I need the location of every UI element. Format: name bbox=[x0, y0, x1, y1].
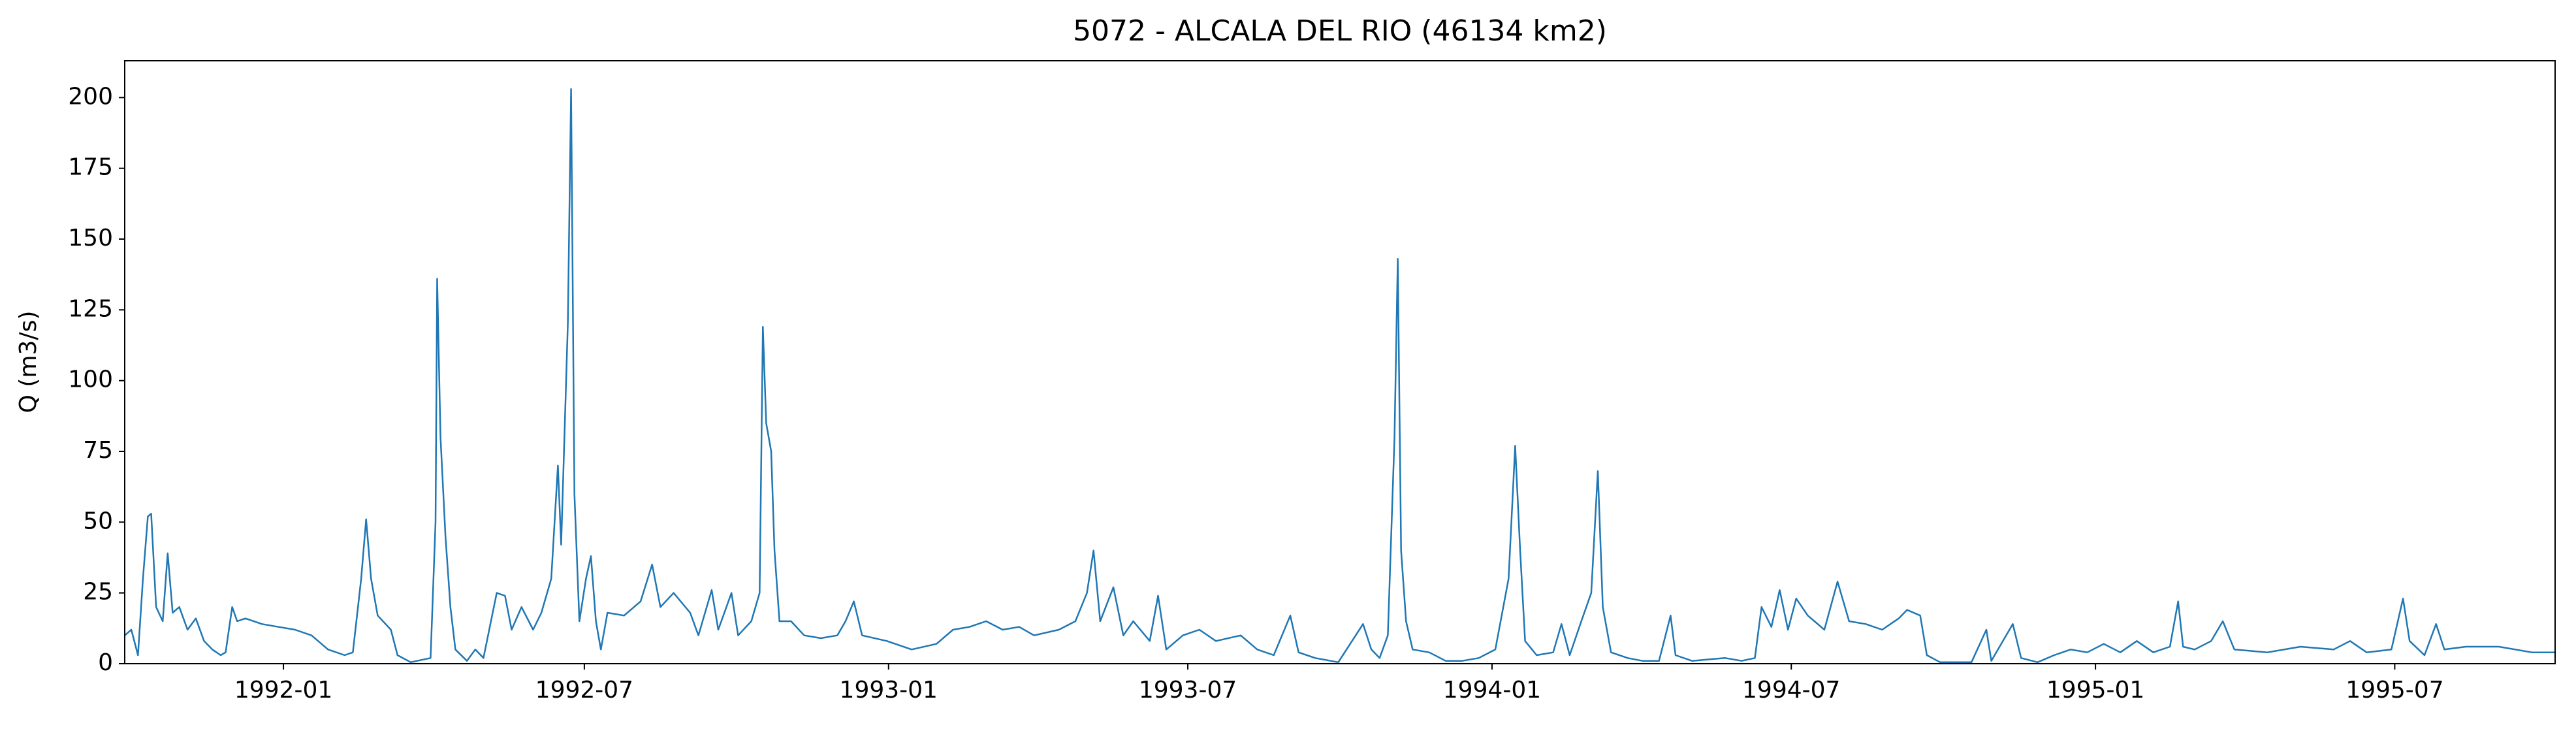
data-line bbox=[124, 88, 2555, 664]
y-axis-label: Q (m3/s) bbox=[15, 311, 42, 413]
chart-title: 5072 - ALCALA DEL RIO (46134 km2) bbox=[1073, 14, 1607, 48]
y-tick-label: 125 bbox=[68, 295, 113, 322]
y-tick-label: 25 bbox=[83, 579, 113, 606]
x-tick-label: 1993-01 bbox=[840, 677, 938, 704]
y-tick-label: 175 bbox=[68, 154, 113, 181]
x-tick-label: 1995-07 bbox=[2345, 677, 2443, 704]
x-tick-label: 1994-07 bbox=[1742, 677, 1840, 704]
y-tick-label: 150 bbox=[68, 225, 113, 251]
x-tick-label: 1992-07 bbox=[535, 677, 633, 704]
x-tick-label: 1995-01 bbox=[2046, 677, 2144, 704]
plot-frame bbox=[124, 60, 2556, 664]
y-tick-label: 100 bbox=[68, 366, 113, 393]
y-tick-label: 200 bbox=[68, 83, 113, 110]
x-tick-label: 1994-01 bbox=[1443, 677, 1541, 704]
x-tick-label: 1992-01 bbox=[234, 677, 332, 704]
x-tick-label: 1993-07 bbox=[1139, 677, 1237, 704]
y-tick-label: 50 bbox=[83, 508, 113, 534]
y-tick-label: 0 bbox=[98, 649, 113, 676]
y-tick-label: 75 bbox=[83, 437, 113, 464]
